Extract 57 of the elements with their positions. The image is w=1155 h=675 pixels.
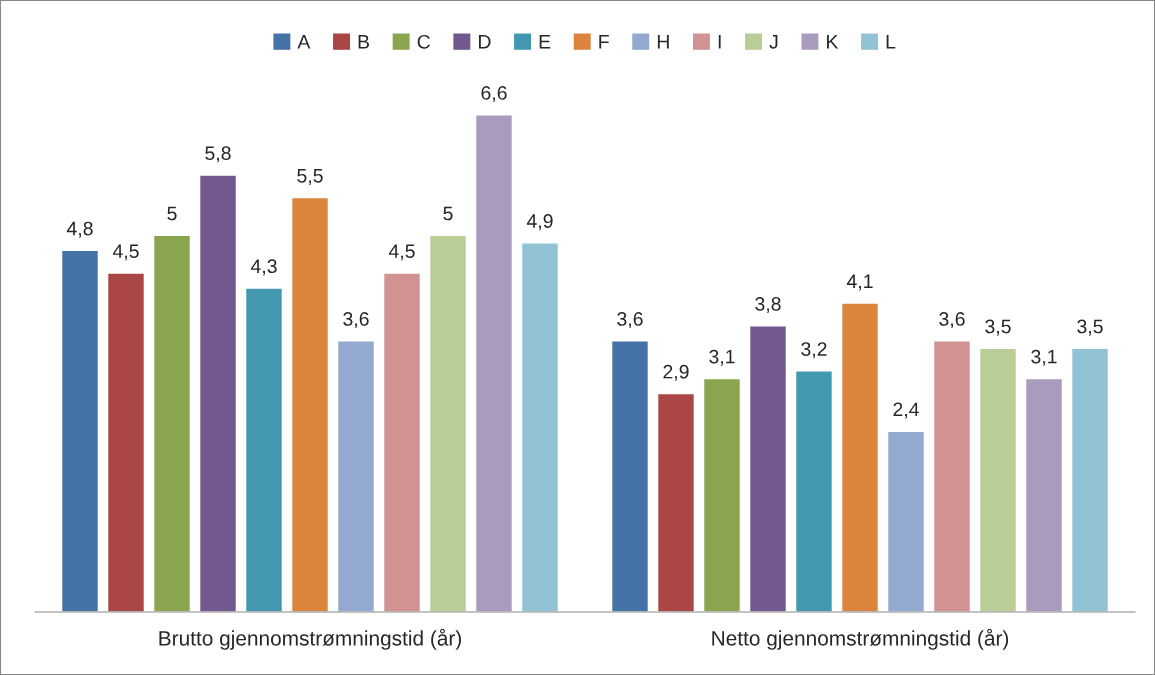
- x-tick-label: Brutto gjennomstrømningstid (år): [159, 628, 461, 650]
- bar: [702, 377, 742, 612]
- legend-label: K: [827, 35, 839, 49]
- data-label: 4,5: [388, 244, 415, 261]
- data-label: 3,6: [939, 312, 965, 329]
- data-label: 3,1: [709, 349, 735, 366]
- bar: [382, 272, 422, 612]
- legend-label: A: [297, 35, 311, 49]
- x-tick-label: Netto gjennomstrømningstid (år): [712, 628, 1009, 650]
- data-label: 5: [443, 206, 453, 221]
- data-label: 3,8: [755, 296, 781, 314]
- legend-label: J: [769, 35, 778, 49]
- data-label: 3,6: [343, 312, 369, 329]
- data-label: 4,1: [846, 274, 873, 291]
- bar: [794, 370, 834, 612]
- legend-label: C: [417, 34, 430, 49]
- data-label: 4,5: [112, 244, 139, 261]
- bar: [1024, 377, 1064, 612]
- bar: [198, 174, 238, 612]
- data-label: 4,3: [250, 259, 277, 276]
- bar: [932, 340, 972, 612]
- legend-label: H: [657, 35, 669, 49]
- data-label: 3,5: [985, 319, 1011, 336]
- data-label: 2,9: [663, 364, 689, 381]
- bar: [978, 347, 1018, 612]
- data-label: 5,8: [205, 146, 231, 163]
- bar: [60, 249, 100, 612]
- data-label: 4,9: [526, 214, 553, 231]
- bar: [656, 392, 696, 612]
- legend-label: B: [358, 35, 369, 49]
- legend-label: I: [718, 35, 721, 49]
- legend-label: E: [539, 35, 551, 49]
- bar: [106, 272, 146, 612]
- data-label: 2,4: [893, 402, 919, 419]
- bar: [840, 302, 880, 612]
- bar: [474, 114, 514, 612]
- data-label: 4,8: [66, 221, 93, 238]
- bar: [748, 325, 788, 612]
- legend-label: F: [599, 35, 609, 49]
- data-label: 3,6: [617, 312, 643, 329]
- bar: [290, 196, 330, 612]
- bar: [428, 234, 468, 612]
- bar: [520, 242, 560, 612]
- data-label: 3,2: [801, 342, 827, 359]
- bar: [244, 287, 284, 612]
- bar: [610, 340, 650, 612]
- data-label: 5,5: [297, 169, 323, 185]
- legend-label: D: [479, 35, 491, 49]
- data-label: 6,6: [481, 86, 507, 103]
- data-label: 5: [167, 206, 177, 221]
- data-label: 3,5: [1077, 319, 1103, 336]
- bar: [336, 340, 376, 612]
- legend-label: L: [886, 35, 896, 49]
- bar: [1070, 347, 1110, 612]
- data-label: 3,1: [1031, 349, 1057, 366]
- bar: [152, 234, 192, 612]
- bar: [886, 430, 926, 612]
